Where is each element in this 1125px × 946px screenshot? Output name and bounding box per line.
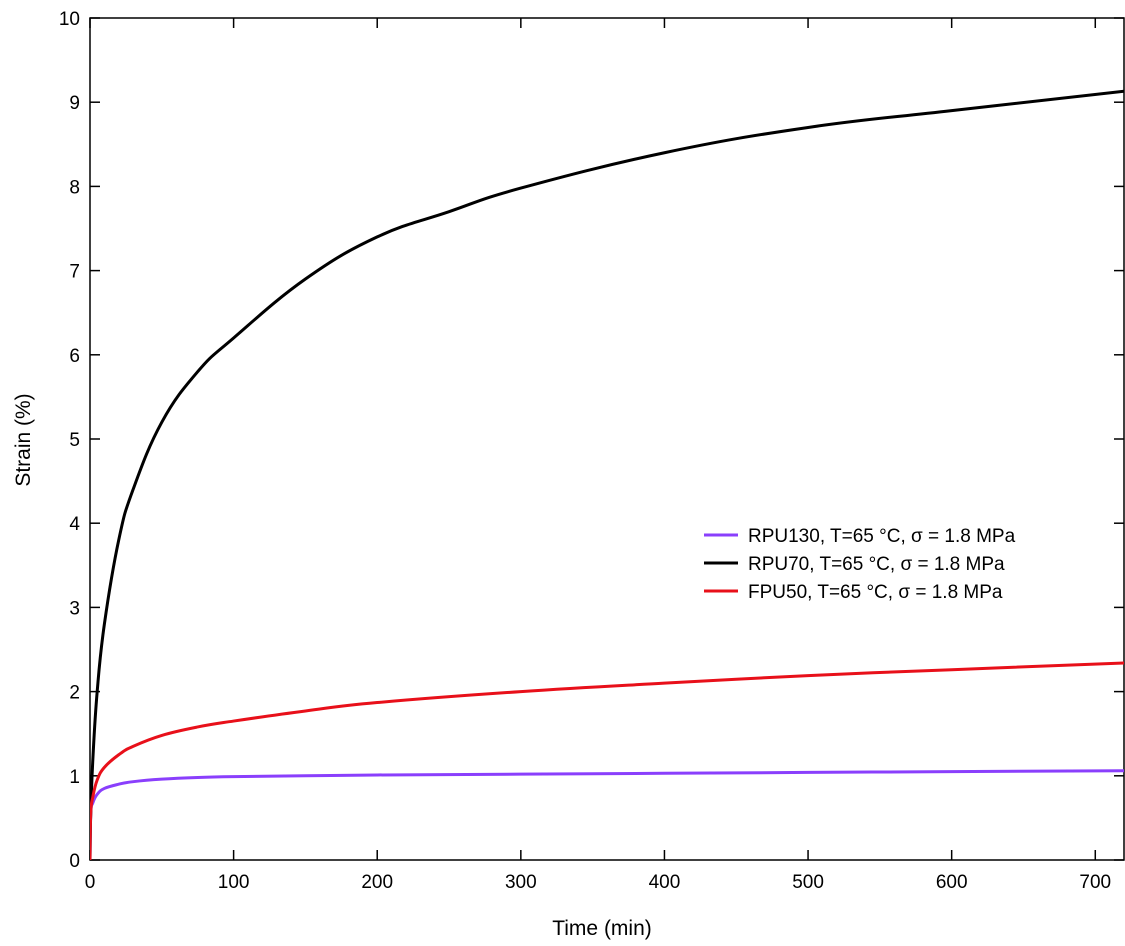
x-tick-label: 100 — [218, 872, 250, 893]
x-tick-label: 200 — [361, 872, 393, 893]
series-line-0 — [90, 769, 1124, 860]
y-tick-label: 8 — [69, 177, 80, 198]
y-tick-label: 5 — [69, 430, 80, 451]
legend-label-2: FPU50, T=65 °C, σ = 1.8 MPa — [748, 582, 1003, 603]
y-tick-label: 4 — [69, 514, 80, 535]
y-tick-label: 3 — [69, 598, 80, 619]
legend-label-1: RPU70, T=65 °C, σ = 1.8 MPa — [748, 554, 1005, 575]
y-tick-label: 1 — [69, 767, 80, 788]
series-layer — [90, 89, 1124, 860]
x-tick-label: 0 — [85, 872, 96, 893]
y-tick-label: 7 — [69, 262, 80, 283]
y-tick-label: 10 — [59, 9, 80, 30]
series-line-2 — [90, 661, 1124, 860]
y-axis-title: Strain (%) — [12, 393, 35, 486]
x-axis-title: Time (min) — [552, 917, 652, 940]
x-tick-label: 600 — [936, 872, 968, 893]
y-tick-label: 2 — [69, 683, 80, 704]
legend: RPU130, T=65 °C, σ = 1.8 MPa RPU70, T=65 … — [704, 526, 1016, 603]
legend-label-0: RPU130, T=65 °C, σ = 1.8 MPa — [748, 526, 1016, 547]
y-tick-label: 9 — [69, 93, 80, 114]
x-tick-label: 300 — [505, 872, 537, 893]
x-tick-label: 500 — [792, 872, 824, 893]
x-tick-label: 700 — [1079, 872, 1111, 893]
x-tick-label: 400 — [649, 872, 681, 893]
plot-frame — [89, 17, 1125, 861]
y-tick-label: 0 — [69, 851, 80, 872]
series-line-1 — [90, 89, 1124, 860]
axes-layer: 0 100 200 300 400 500 600 700 0 1 2 3 4 5 6 7 8 9 10 — [59, 9, 1125, 893]
y-tick-label: 6 — [69, 346, 80, 367]
